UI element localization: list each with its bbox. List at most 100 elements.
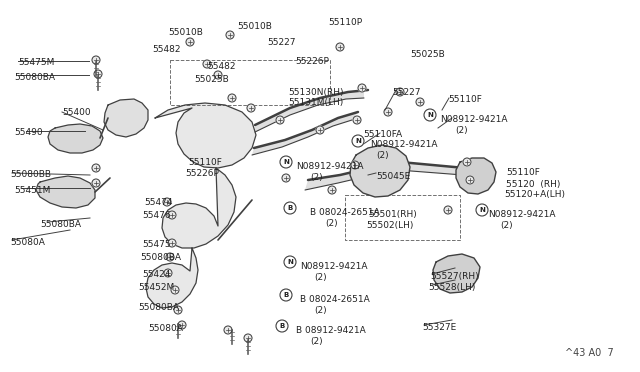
Circle shape (164, 269, 172, 277)
Polygon shape (104, 99, 148, 137)
Text: 55451M: 55451M (14, 186, 51, 195)
Circle shape (244, 334, 252, 342)
Text: (2): (2) (325, 219, 338, 228)
Text: 55490: 55490 (14, 128, 43, 137)
Text: 55045E: 55045E (376, 172, 410, 181)
Text: 55110F: 55110F (188, 158, 222, 167)
Text: (2): (2) (310, 173, 323, 182)
Text: 55131M(LH): 55131M(LH) (288, 98, 343, 107)
Polygon shape (162, 168, 236, 248)
Text: 55080BA: 55080BA (14, 73, 55, 82)
Circle shape (282, 174, 290, 182)
Text: 55110F: 55110F (448, 95, 482, 104)
Circle shape (280, 156, 292, 168)
Polygon shape (252, 112, 358, 155)
Polygon shape (350, 145, 410, 197)
Circle shape (224, 326, 232, 334)
Circle shape (336, 43, 344, 51)
Text: B 08912-9421A: B 08912-9421A (296, 326, 365, 335)
Text: 55227: 55227 (392, 88, 420, 97)
Text: 55120+A(LH): 55120+A(LH) (504, 190, 565, 199)
Polygon shape (155, 103, 256, 168)
Text: 55475M: 55475M (18, 58, 54, 67)
Text: 55502(LH): 55502(LH) (366, 221, 413, 230)
Text: 55080A: 55080A (148, 324, 183, 333)
Text: 55110F: 55110F (506, 168, 540, 177)
Circle shape (171, 286, 179, 294)
Circle shape (174, 306, 182, 314)
Text: N: N (287, 259, 293, 265)
Text: 55025B: 55025B (410, 50, 445, 59)
Text: 55527(RH): 55527(RH) (430, 272, 479, 281)
Circle shape (186, 38, 194, 46)
Text: (2): (2) (314, 273, 326, 282)
Circle shape (444, 206, 452, 214)
Text: 55424: 55424 (142, 270, 170, 279)
Circle shape (168, 211, 176, 219)
Text: N08912-9421A: N08912-9421A (296, 162, 364, 171)
Text: N08912-9421A: N08912-9421A (488, 210, 556, 219)
Text: 55400: 55400 (62, 108, 91, 117)
Circle shape (203, 60, 211, 68)
Circle shape (94, 70, 102, 78)
Text: 55226P: 55226P (295, 57, 329, 66)
Text: 55080BA: 55080BA (40, 220, 81, 229)
Polygon shape (255, 90, 364, 132)
Text: N08912-9421A: N08912-9421A (300, 262, 367, 271)
Text: 55528(LH): 55528(LH) (428, 283, 476, 292)
Circle shape (92, 179, 100, 187)
Circle shape (316, 126, 324, 134)
Text: 55476: 55476 (142, 211, 171, 220)
Text: N08912-9421A: N08912-9421A (440, 115, 508, 124)
Text: 55010B: 55010B (237, 22, 272, 31)
Circle shape (276, 320, 288, 332)
Text: N: N (427, 112, 433, 118)
Circle shape (352, 135, 364, 147)
Text: 55110P: 55110P (328, 18, 362, 27)
Circle shape (358, 84, 366, 92)
Circle shape (247, 104, 255, 112)
Circle shape (226, 31, 234, 39)
Text: 55482: 55482 (207, 62, 236, 71)
Polygon shape (48, 124, 103, 153)
Text: B: B (280, 323, 285, 329)
Text: (2): (2) (376, 151, 388, 160)
Circle shape (396, 88, 404, 96)
Text: 55327E: 55327E (422, 323, 456, 332)
Polygon shape (146, 248, 198, 308)
Text: 55080BB: 55080BB (10, 170, 51, 179)
Text: 55120  (RH): 55120 (RH) (506, 180, 561, 189)
Text: 55501(RH): 55501(RH) (368, 210, 417, 219)
Circle shape (384, 108, 392, 116)
Circle shape (92, 56, 100, 64)
Text: 55025B: 55025B (194, 75, 228, 84)
Text: N: N (283, 159, 289, 165)
Circle shape (424, 109, 436, 121)
Text: 55474: 55474 (144, 198, 173, 207)
Circle shape (166, 253, 174, 261)
Text: 55080BA: 55080BA (140, 253, 181, 262)
Circle shape (476, 204, 488, 216)
Text: (2): (2) (455, 126, 468, 135)
Circle shape (284, 202, 296, 214)
Circle shape (178, 321, 186, 329)
Circle shape (463, 158, 471, 166)
Circle shape (284, 256, 296, 268)
Text: N: N (355, 138, 361, 144)
Text: B: B (287, 205, 292, 211)
Text: 55110FA: 55110FA (363, 130, 402, 139)
Text: 55482: 55482 (152, 45, 180, 54)
Circle shape (416, 98, 424, 106)
Text: 55010B: 55010B (168, 28, 203, 37)
Circle shape (276, 116, 284, 124)
Text: B 08024-2651A: B 08024-2651A (310, 208, 380, 217)
Circle shape (353, 116, 361, 124)
Text: 55227: 55227 (267, 38, 296, 47)
Polygon shape (456, 158, 496, 194)
Circle shape (92, 164, 100, 172)
Text: 55080A: 55080A (10, 238, 45, 247)
Circle shape (163, 198, 171, 206)
Text: B 08024-2651A: B 08024-2651A (300, 295, 370, 304)
Text: N08912-9421A: N08912-9421A (370, 140, 438, 149)
Text: 55475: 55475 (142, 240, 171, 249)
